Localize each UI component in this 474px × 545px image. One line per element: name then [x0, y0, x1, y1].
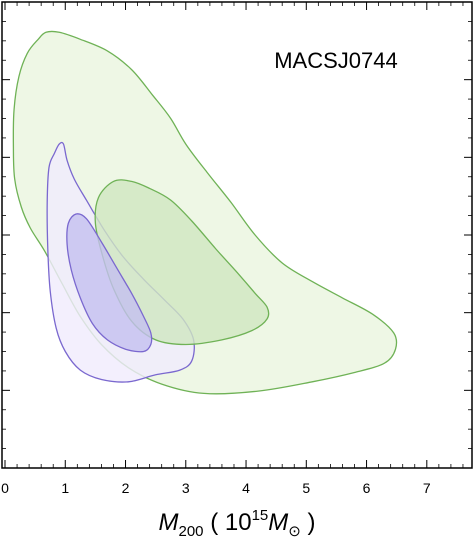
- x-axis-label-mass-symbol: M: [268, 509, 288, 536]
- panel-label: MACSJ0744: [274, 48, 398, 73]
- x-tick-label-0: 0: [1, 480, 9, 496]
- x-axis-label: M200 ( 1015M⊙ ): [159, 507, 316, 540]
- x-axis-label-symbol: M: [159, 509, 179, 536]
- x-axis-label-superscript: 15: [252, 507, 269, 524]
- x-axis-label-sun-symbol: ⊙: [288, 523, 301, 540]
- x-tick-label-3: 3: [182, 480, 190, 496]
- plot-frame: [1, 1, 473, 469]
- contour-layer: [12, 30, 398, 395]
- x-tick-label-6: 6: [363, 480, 371, 496]
- x-tick-label-5: 5: [302, 480, 310, 496]
- contour-inner-purple: [66, 213, 153, 353]
- x-tick-label-7: 7: [423, 480, 431, 496]
- x-axis-label-units: ( 10: [204, 509, 252, 536]
- x-axis-label-subscript: 200: [179, 523, 204, 540]
- x-tick-label-1: 1: [61, 480, 69, 496]
- x-axis-label-close: ): [301, 509, 316, 536]
- x-tick-label-2: 2: [122, 480, 130, 496]
- x-tick-label-4: 4: [242, 480, 250, 496]
